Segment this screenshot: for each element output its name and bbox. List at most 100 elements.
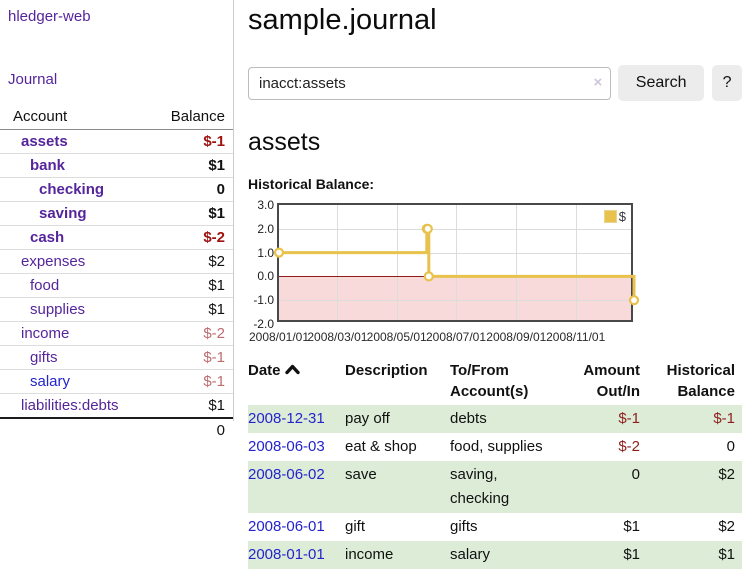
- account-balance: $1: [142, 153, 233, 178]
- chart-legend: $: [601, 208, 628, 225]
- transaction-amount: 0: [631, 466, 640, 483]
- account-row: expenses $2: [0, 249, 233, 274]
- transaction-row: 2008-06-02 save saving, checking 0 $2: [248, 461, 742, 513]
- y-tick-label: -2.0: [253, 317, 274, 331]
- transaction-description: save: [345, 466, 377, 483]
- account-row: gifts $-1: [0, 345, 233, 370]
- transaction-balance: $-1: [713, 410, 735, 427]
- search-input[interactable]: [248, 66, 612, 100]
- y-tick-label: -1.0: [253, 293, 274, 308]
- account-link[interactable]: assets: [21, 133, 68, 150]
- transaction-balance: $2: [718, 518, 735, 535]
- page-title: sample.journal: [248, 4, 437, 36]
- clear-search-icon[interactable]: ×: [593, 73, 603, 91]
- transaction-accounts: saving, checking: [450, 466, 510, 507]
- search-bar: × Search ?: [248, 65, 742, 101]
- account-row: income $-2: [0, 321, 233, 346]
- account-link[interactable]: bank: [0, 153, 143, 178]
- register-header-amount: Amount Out/In: [583, 362, 640, 400]
- register-table: Date Description To/From Account(s) Amoun…: [248, 358, 742, 569]
- transaction-row: 2008-06-01 gift gifts $1 $2: [248, 513, 742, 541]
- historical-balance-chart: 3.0 2.0 1.0 0.0 -1.0 -2.0 $ 2008/01/01 2008/03…: [248, 198, 742, 348]
- transaction-date-link[interactable]: 2008-01-01: [248, 546, 325, 563]
- account-link[interactable]: income: [0, 321, 143, 346]
- account-row: assets $-1: [0, 130, 233, 154]
- legend-swatch: [603, 210, 617, 223]
- account-link[interactable]: expenses: [0, 249, 143, 274]
- transaction-date-link[interactable]: 2008-06-02: [248, 466, 325, 483]
- legend-label: $: [618, 209, 626, 224]
- sort-asc-icon: [284, 360, 300, 381]
- account-link[interactable]: supplies: [0, 297, 143, 322]
- account-link[interactable]: liabilities:debts: [0, 393, 143, 418]
- account-balance: $1: [142, 393, 233, 418]
- x-tick-label: 2008/07/01: [425, 330, 487, 344]
- search-button[interactable]: Search: [618, 65, 705, 101]
- account-heading: assets: [248, 128, 321, 156]
- transaction-balance: $1: [718, 546, 735, 563]
- account-row: salary $-1: [0, 369, 233, 394]
- accounts-table: Account Balance assets $-1 bank $1 checkin…: [0, 106, 233, 442]
- transaction-accounts: food, supplies: [450, 438, 543, 455]
- main-content: sample.journal × Search ? assets Histori…: [248, 0, 742, 569]
- data-point-marker: [423, 271, 434, 282]
- transaction-date-link[interactable]: 2008-06-01: [248, 518, 325, 535]
- transaction-accounts: debts: [450, 410, 487, 427]
- transaction-row: 2008-01-01 income salary $1 $1: [248, 541, 742, 569]
- x-tick-label: 2008/09/01: [486, 330, 547, 344]
- x-tick-label: 2008/03/01: [307, 330, 368, 344]
- transaction-amount: $-1: [618, 410, 640, 427]
- transaction-row: 2008-06-03 eat & shop food, supplies $-2…: [248, 433, 742, 461]
- account-balance: $-2: [142, 225, 233, 250]
- transaction-date-link[interactable]: 2008-12-31: [248, 410, 325, 427]
- account-balance: $1: [142, 297, 233, 322]
- transaction-balance: 0: [726, 438, 735, 455]
- account-link[interactable]: saving: [0, 201, 143, 226]
- register-header-date[interactable]: Date: [248, 358, 345, 405]
- data-point-marker: [628, 295, 640, 306]
- register-header-description: Description: [345, 362, 428, 379]
- account-balance: $2: [142, 249, 233, 274]
- transaction-description: pay off: [345, 410, 390, 427]
- transaction-accounts: gifts: [450, 518, 478, 535]
- register-header-row: Date Description To/From Account(s) Amoun…: [248, 358, 742, 405]
- sidebar-divider: [233, 0, 234, 421]
- transaction-amount: $1: [623, 546, 640, 563]
- transaction-accounts: salary: [450, 546, 491, 563]
- transaction-amount: $1: [623, 518, 640, 535]
- account-row: liabilities:debts $1: [0, 393, 233, 418]
- register-header-balance: Historical Balance: [666, 362, 735, 400]
- account-balance: $-1: [142, 369, 233, 394]
- account-balance: $-1: [142, 345, 233, 370]
- account-link[interactable]: checking: [0, 177, 143, 202]
- account-link[interactable]: gifts: [0, 345, 143, 370]
- sidebar-item-journal[interactable]: Journal: [8, 71, 58, 88]
- account-link[interactable]: food: [0, 273, 143, 298]
- account-row: food $1: [0, 273, 233, 298]
- chart-title: Historical Balance:: [248, 176, 375, 192]
- x-tick-label: 2008/01/01: [248, 330, 310, 344]
- account-balance: 0: [142, 177, 233, 202]
- transaction-row: 2008-12-31 pay off debts $-1 $-1: [248, 405, 742, 433]
- brand-link[interactable]: hledger-web: [8, 8, 91, 25]
- balance-line-series: [273, 223, 640, 306]
- help-button[interactable]: ?: [712, 65, 742, 101]
- transaction-date-link[interactable]: 2008-06-03: [248, 438, 325, 455]
- account-link[interactable]: salary: [0, 369, 143, 394]
- account-link[interactable]: cash: [0, 225, 143, 250]
- accounts-header-balance: Balance: [142, 106, 233, 130]
- accounts-total: 0: [142, 417, 233, 442]
- transaction-description: gift: [345, 518, 366, 535]
- transaction-amount: $-2: [618, 438, 640, 455]
- account-balance: $-2: [142, 321, 233, 346]
- search-box: ×: [248, 66, 612, 100]
- x-tick-label: 2008/11/01: [546, 330, 606, 344]
- register-header-accounts: To/From Account(s): [450, 362, 529, 400]
- data-point-marker: [273, 247, 285, 258]
- account-balance: $1: [142, 201, 233, 226]
- y-tick-label: 0.0: [257, 269, 274, 284]
- sidebar: hledger-web Journal Account Balance asse…: [0, 0, 233, 582]
- transaction-description: income: [345, 546, 394, 563]
- account-row: saving $1: [0, 201, 233, 226]
